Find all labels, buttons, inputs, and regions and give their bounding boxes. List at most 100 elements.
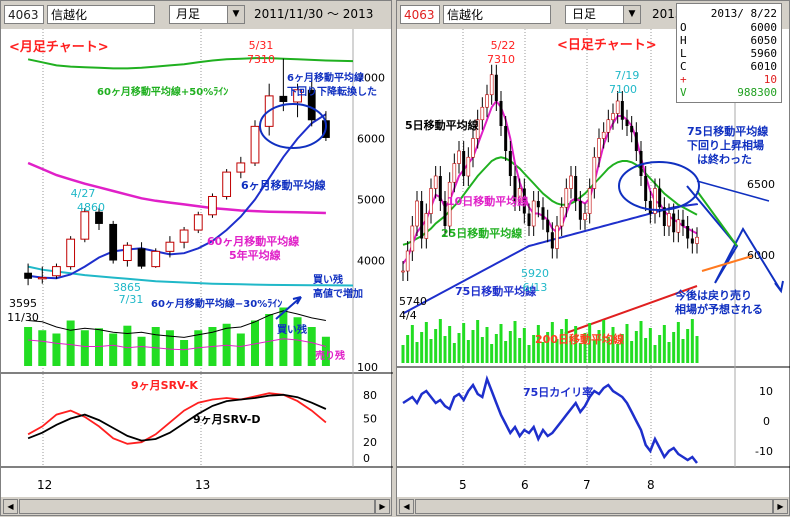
scroll-right-icon[interactable]: ▶	[773, 499, 788, 514]
ma75-label: 75日移動平均線	[455, 284, 536, 298]
volume-bar	[653, 345, 657, 363]
volume-bar	[499, 324, 503, 363]
period-select-value: 月足	[176, 7, 201, 21]
candle-body	[438, 176, 442, 201]
volume-bar	[555, 339, 559, 363]
high2-value-label: 7100	[609, 83, 637, 96]
volume-bar	[410, 325, 414, 363]
ma60-label-2: 5年平均線	[229, 248, 281, 262]
volume-bar	[471, 330, 475, 363]
volume-bar	[513, 321, 517, 363]
volume-bar	[434, 329, 438, 363]
ma60-minus30-label: 60ヶ月移動平均線−30%ﾗｲﾝ	[151, 297, 282, 310]
chart-title: <月足チャート>	[9, 40, 109, 55]
volume-bar	[606, 337, 610, 363]
candle-body	[681, 219, 685, 226]
volume-bar	[279, 307, 288, 366]
volume-bar	[527, 345, 531, 363]
high2-date-label: 7/19	[615, 69, 640, 82]
x-axis-label: 8	[647, 478, 655, 492]
osc-axis-label: -10	[755, 445, 773, 458]
candle-body	[420, 201, 424, 239]
ma5-label: 5日移動平均線	[405, 118, 479, 132]
ma75-cross-circle	[618, 161, 700, 211]
sell-remain-label: 売り残	[315, 349, 345, 362]
low1-date-label: 4/27	[71, 187, 96, 200]
volume-bar	[494, 334, 498, 363]
chevron-down-icon[interactable]: ▼	[623, 6, 640, 23]
ma75-extension-line	[696, 180, 770, 202]
volume-bar	[462, 323, 466, 363]
volume-bar	[321, 336, 330, 366]
candle-body	[122, 244, 132, 262]
volume-bar	[476, 320, 480, 363]
candle-body	[569, 175, 573, 189]
volume-bar	[634, 331, 638, 363]
srv-d-label: 9ヶ月SRV-D	[193, 413, 260, 426]
candle-body	[447, 181, 452, 227]
candle-body	[24, 272, 32, 279]
volume-bar	[602, 320, 606, 363]
candle-body	[625, 119, 629, 126]
candle-body	[531, 200, 536, 227]
volume-bar	[550, 322, 554, 363]
sell-remain-line	[28, 338, 327, 351]
candle-body	[208, 195, 217, 216]
candle-body	[37, 277, 47, 280]
date-range-right: 2013	[652, 7, 679, 21]
volume-bar	[522, 328, 526, 363]
stock-name-field[interactable]: 信越化	[47, 5, 155, 24]
info-row-high: H 6050	[680, 34, 777, 47]
left-scrollbar[interactable]	[19, 499, 375, 514]
stock-name-field-right[interactable]: 信越化	[443, 5, 551, 24]
period-select-right[interactable]: 日足 ▼	[565, 5, 641, 24]
volume-bar	[564, 319, 568, 363]
forecast-zigzag	[686, 185, 782, 292]
buy-remain-line	[28, 310, 326, 338]
volume-bar	[686, 329, 690, 363]
candle-body	[513, 176, 517, 201]
right-scrollbar[interactable]	[415, 499, 773, 514]
candle-body	[667, 213, 671, 227]
volume-bar	[236, 333, 245, 366]
price-axis-label: 6000	[357, 133, 385, 146]
candle-body	[541, 207, 545, 220]
ma10-label: 10日移動平均線	[447, 194, 528, 208]
osc-axis-label: 20	[363, 436, 377, 449]
volume-bar	[293, 317, 302, 366]
candle-body	[653, 188, 657, 214]
candle-body	[424, 213, 429, 239]
period-select[interactable]: 月足 ▼	[169, 5, 245, 24]
scroll-left-icon[interactable]: ◀	[399, 499, 414, 514]
high-value-label: 7310	[247, 53, 275, 66]
candle-body	[475, 119, 480, 139]
stock-code-field[interactable]: 4063	[4, 5, 44, 24]
candle-body	[307, 89, 316, 121]
scroll-right-icon[interactable]: ▶	[375, 499, 390, 514]
candle-body	[592, 156, 597, 189]
info-date: 2013/ 8/22	[710, 7, 777, 20]
price-axis-label: 7000	[357, 72, 385, 85]
price-axis-label: 4000	[357, 255, 385, 268]
monthly-chart-panel: 4063 信越化 月足 ▼ 2011/11/30 ～ 2013 7000 6000…	[0, 0, 393, 516]
candle-body	[457, 150, 461, 164]
volume-bar	[662, 325, 666, 363]
volume-bar	[611, 327, 615, 363]
chevron-down-icon[interactable]: ▼	[227, 6, 244, 23]
volume-bar	[546, 332, 550, 363]
ma60-plus50-label: 60ヶ月移動平均線+50%ﾗｲﾝ	[97, 85, 228, 98]
candle-body	[137, 248, 146, 267]
candle-body	[574, 176, 578, 201]
forecast-arrow-icon	[774, 280, 784, 294]
stock-code-field-right[interactable]: 4063	[400, 5, 440, 24]
candle-body	[601, 131, 606, 139]
scroll-left-icon[interactable]: ◀	[3, 499, 18, 514]
candle-body	[66, 238, 76, 268]
candle-body	[415, 200, 419, 227]
candle-body	[662, 207, 666, 226]
ma60-line	[27, 161, 326, 215]
start-value-label: 5740	[399, 295, 427, 308]
ma5-line	[402, 99, 698, 265]
info-row-low: L 5960	[680, 47, 777, 60]
volume-bar	[415, 342, 419, 363]
